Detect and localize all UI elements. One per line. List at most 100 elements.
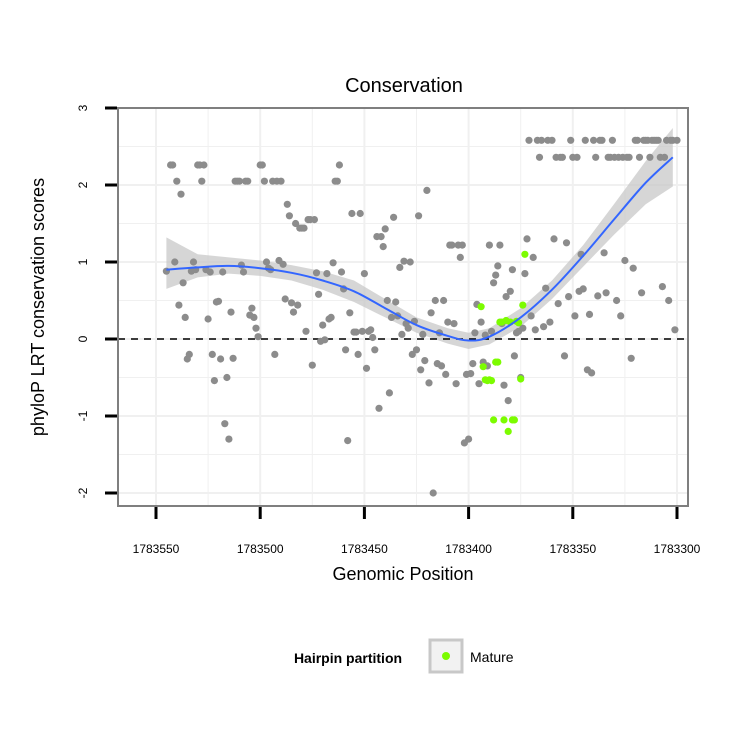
data-point — [169, 161, 177, 169]
data-point — [387, 313, 396, 321]
data-point — [206, 268, 214, 276]
data-point — [440, 296, 448, 305]
data-point — [173, 177, 181, 185]
data-point — [379, 243, 387, 251]
x-tick-label: 1783450 — [341, 542, 388, 556]
data-point — [344, 437, 352, 445]
data-point — [571, 312, 579, 320]
points-series-mature — [477, 250, 529, 435]
data-point — [406, 258, 414, 266]
data-point — [227, 308, 235, 316]
data-point — [189, 258, 198, 266]
data-point — [633, 136, 642, 144]
panel-background — [118, 108, 688, 506]
panel-border — [117, 107, 689, 507]
data-point — [427, 309, 435, 317]
data-point — [383, 296, 391, 305]
smooth-trend-line — [166, 156, 674, 342]
data-point — [567, 136, 575, 144]
data-point — [398, 330, 406, 338]
data-point — [590, 136, 598, 144]
data-point — [671, 326, 679, 334]
data-point — [281, 295, 289, 303]
data-point — [367, 326, 375, 334]
data-point — [548, 136, 556, 144]
data-point — [579, 285, 587, 293]
data-point — [337, 268, 346, 276]
data-point — [279, 260, 287, 268]
data-point — [523, 235, 531, 243]
data-point — [475, 380, 483, 388]
data-point — [558, 153, 567, 161]
data-point — [602, 289, 610, 297]
data-point — [283, 200, 291, 208]
data-point — [646, 153, 654, 161]
data-point — [627, 354, 635, 362]
data-point — [342, 346, 350, 354]
data-point-mature — [500, 416, 508, 424]
data-point — [323, 270, 331, 278]
data-point — [335, 161, 343, 169]
data-point — [519, 324, 527, 332]
data-point — [492, 271, 500, 279]
data-point — [423, 186, 431, 194]
data-point — [562, 239, 571, 247]
data-point — [375, 404, 383, 412]
data-point — [271, 350, 279, 358]
data-point — [321, 336, 329, 344]
data-point — [594, 292, 602, 300]
data-point — [629, 264, 637, 272]
data-point — [219, 268, 227, 276]
data-point — [237, 261, 245, 269]
data-point — [204, 315, 212, 323]
data-point — [327, 313, 335, 321]
data-point — [310, 216, 318, 224]
data-point — [529, 253, 537, 261]
data-point — [621, 256, 629, 265]
data-point — [477, 318, 485, 326]
data-point — [469, 360, 477, 368]
data-point — [221, 420, 229, 428]
y-axis: -2 -1 0 1 2 3 — [76, 104, 117, 498]
data-point — [319, 321, 327, 329]
data-point — [592, 153, 600, 161]
data-point — [312, 269, 321, 277]
data-point — [360, 270, 368, 278]
data-point-mature — [479, 363, 487, 371]
data-point — [527, 312, 535, 320]
data-point — [400, 257, 408, 265]
data-point — [613, 296, 621, 305]
data-point-mature — [510, 416, 518, 424]
data-point — [333, 177, 341, 185]
data-point — [546, 318, 554, 326]
data-point — [625, 153, 633, 161]
data-point — [300, 224, 308, 232]
data-point — [358, 327, 366, 335]
data-point — [181, 313, 189, 321]
x-tick-label: 1783350 — [549, 542, 596, 556]
data-point — [244, 177, 252, 185]
data-point — [452, 380, 460, 388]
data-point — [258, 161, 266, 169]
x-axis-label: Genomic Position — [332, 564, 473, 584]
data-point — [210, 377, 218, 385]
data-point-mature — [494, 358, 502, 366]
data-point — [200, 161, 208, 169]
data-point — [250, 313, 258, 321]
data-point — [302, 327, 310, 335]
data-point — [262, 258, 271, 266]
data-point — [588, 369, 596, 377]
data-point — [348, 209, 356, 218]
data-point — [369, 333, 377, 342]
data-point — [581, 136, 589, 144]
data-point — [177, 190, 185, 198]
y-tick-label: -2 — [76, 487, 90, 498]
data-point — [289, 308, 298, 316]
data-point — [354, 350, 362, 358]
data-point — [419, 330, 427, 338]
data-point — [248, 304, 256, 312]
data-point — [560, 352, 569, 360]
data-point — [390, 213, 398, 221]
data-point — [500, 381, 508, 389]
x-tick-label: 1783400 — [445, 542, 492, 556]
